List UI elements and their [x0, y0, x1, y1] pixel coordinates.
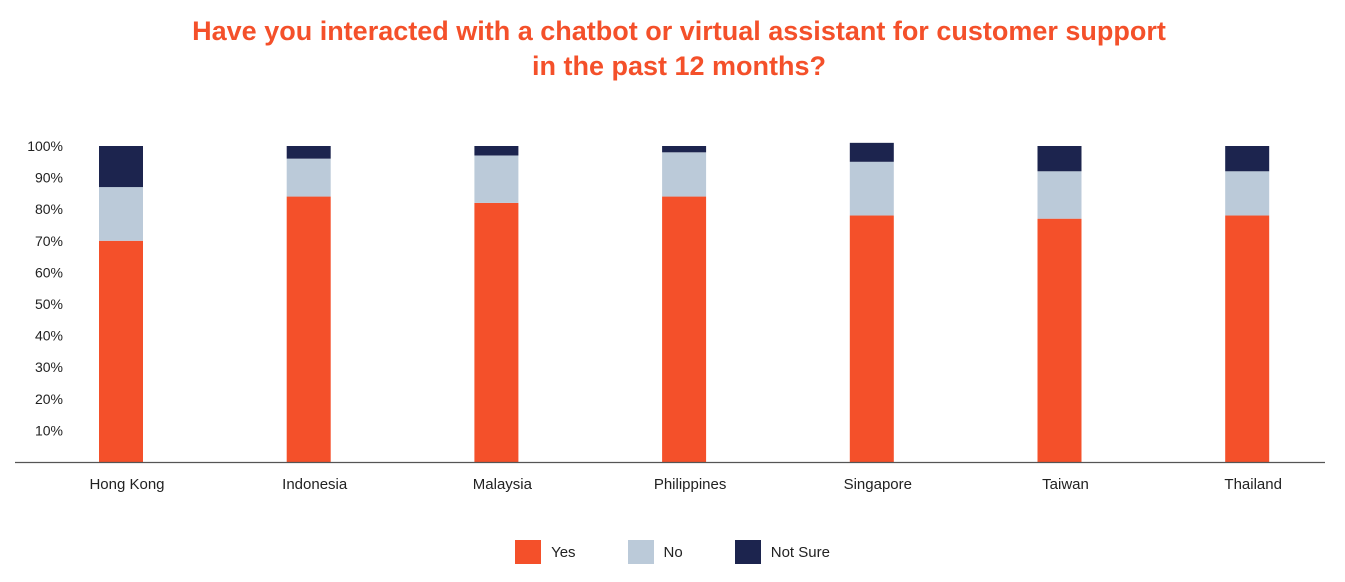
legend-label: Yes	[551, 543, 576, 561]
x-tick-label: Hong Kong	[89, 476, 164, 493]
legend-item: Not Sure	[734, 540, 830, 564]
bar-not-sure	[286, 146, 331, 159]
y-tick-label: 80%	[35, 201, 63, 217]
y-tick-label: 60%	[35, 264, 63, 280]
legend-label: Not Sure	[770, 543, 830, 561]
bar-yes	[1225, 215, 1270, 462]
y-tick-label: 20%	[35, 391, 63, 407]
legend: Yes No Not Sure	[0, 540, 1345, 564]
legend-swatch	[627, 540, 654, 564]
bar-not-sure	[1037, 146, 1082, 172]
bar-not-sure	[99, 146, 143, 188]
legend-swatch	[734, 540, 761, 564]
x-tick-label: Taiwan	[1042, 476, 1089, 493]
bar-no	[1037, 171, 1082, 219]
bar-no	[1225, 171, 1270, 216]
y-tick-label: 70%	[35, 233, 63, 249]
legend-item: Yes	[515, 540, 576, 564]
bar-yes	[474, 202, 519, 462]
y-tick-label: 10%	[35, 422, 63, 438]
bar-yes	[99, 240, 143, 462]
bar-yes	[662, 196, 707, 462]
x-tick-label: Philippines	[654, 476, 727, 493]
bar-not-sure	[849, 142, 894, 162]
bar-not-sure	[662, 146, 707, 153]
bar-no	[99, 187, 143, 241]
x-tick-label: Singapore	[844, 476, 912, 493]
y-tick-label: 90%	[35, 170, 63, 186]
x-tick-label: Thailand	[1224, 476, 1282, 493]
bar-no	[662, 152, 707, 197]
bar-not-sure	[474, 146, 519, 156]
bar-yes	[849, 215, 894, 462]
bar-no	[474, 155, 519, 203]
x-tick-label: Indonesia	[282, 476, 348, 493]
chart-title: Have you interacted with a chatbot or vi…	[0, 14, 1345, 84]
bar-yes	[286, 196, 331, 462]
x-tick-label: Malaysia	[473, 476, 533, 493]
bar-no	[849, 161, 894, 216]
bar-not-sure	[1225, 146, 1270, 172]
legend-label: No	[663, 543, 683, 561]
y-tick-label: 50%	[35, 296, 63, 312]
chart-title-line-2: in the past 12 months?	[531, 51, 827, 81]
y-tick-label: 30%	[35, 359, 63, 375]
bar-no	[286, 158, 331, 197]
y-tick-label: 40%	[35, 328, 63, 344]
stacked-bar-chart: 10% 20% 30% 40% 50% 60% 70% 80% 90% 100% Hong Kong…	[15, 138, 1325, 493]
bar-yes	[1037, 218, 1082, 462]
y-tick-label: 100%	[27, 138, 63, 154]
legend-item: No	[627, 540, 683, 564]
chart-title-line-1: Have you interacted with a chatbot or vi…	[192, 16, 1166, 46]
legend-swatch	[515, 540, 542, 564]
